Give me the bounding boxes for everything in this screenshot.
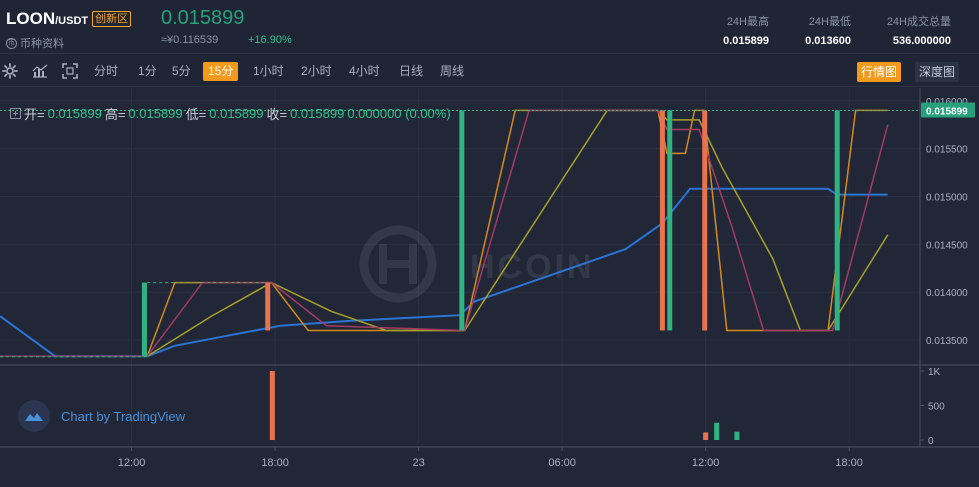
price-tick-label: 0.015500	[926, 145, 968, 156]
volume-tick-label: 1K	[928, 367, 941, 378]
interval-1h[interactable]: 1小时	[253, 64, 284, 78]
close-value: 0.015899	[290, 106, 345, 121]
interval-2h[interactable]: 2小时	[301, 64, 332, 78]
price-tick-label: 0.013500	[926, 336, 968, 347]
interval-5m[interactable]: 5分	[172, 64, 191, 78]
stat-24h-volume: 24H成交总量 536.000000	[887, 13, 951, 47]
ohlc-legend: 开= 0.015899 高= 0.015899 低= 0.015899 收= 0.015…	[10, 104, 454, 123]
low-label: 低=	[185, 107, 207, 122]
volume-tick-label: 0	[928, 436, 934, 447]
low-value: 0.015899	[209, 106, 264, 121]
cny-price: ≈¥0.116539	[161, 34, 219, 46]
candle-up	[667, 110, 673, 331]
ma-blue-line	[0, 187, 888, 358]
coin-info-link[interactable]: 币 币种资料	[6, 35, 64, 51]
legend-toggle-icon[interactable]	[10, 108, 21, 119]
ma-lines	[0, 109, 889, 358]
tab-depth-chart[interactable]: 深度图	[915, 62, 960, 82]
trading-pair[interactable]: LOON /USDT 创新区	[6, 9, 132, 29]
tradingview-logo-icon	[18, 400, 50, 432]
pair-base: LOON	[6, 9, 56, 28]
stat-label: 24H成交总量	[886, 16, 951, 28]
tab-market-chart[interactable]: 行情图	[857, 62, 902, 82]
interval-1m[interactable]: 1分	[138, 64, 157, 78]
time-tick-label: 18:00	[261, 457, 289, 469]
chart-toolbar: 分时 1分 5分 15分 1小时 2小时 4小时 日线 周线 行情图 深度图	[0, 54, 979, 87]
zone-badge: 创新区	[92, 11, 132, 27]
volume-bar	[703, 432, 709, 440]
time-tick-label: 06:00	[548, 457, 576, 469]
change-value: 0.000000 (0.00%)	[347, 106, 451, 121]
time-tick-label: 18:00	[835, 457, 863, 469]
price-tick-label: 0.014000	[926, 288, 968, 299]
fullscreen-icon[interactable]	[62, 63, 78, 79]
coin-icon: 币	[6, 37, 17, 49]
candle-down	[702, 110, 708, 331]
indicator-icon[interactable]	[32, 63, 48, 79]
open-value: 0.015899	[47, 106, 102, 121]
pair-quote: /USDT	[55, 15, 89, 27]
stat-label: 24H最高	[726, 16, 769, 28]
volume-tick-label: 500	[928, 402, 945, 413]
last-price: 0.015899	[161, 7, 245, 29]
interval-week[interactable]: 周线	[440, 64, 465, 78]
candle-up	[834, 110, 840, 331]
time-tick-label: 23	[412, 457, 424, 469]
stat-value: 0.013600	[805, 35, 851, 47]
current-price-badge	[921, 102, 975, 118]
price-change: +16.90%	[248, 34, 292, 46]
candle-down	[265, 282, 271, 331]
market-header: LOON /USDT 创新区 币 币种资料 0.015899 ≈¥0.11653…	[0, 0, 979, 54]
candles	[141, 110, 840, 357]
candle-up	[141, 282, 147, 357]
volume-bar	[269, 371, 275, 440]
ma-yellow-line	[0, 109, 889, 358]
price-tick-label: 0.016000	[926, 97, 968, 108]
high-value: 0.015899	[128, 106, 183, 121]
time-tick-label: 12:00	[118, 457, 146, 469]
stat-label: 24H最低	[808, 16, 851, 28]
close-label: 收=	[266, 107, 288, 122]
ma-orange-line	[0, 109, 888, 358]
time-tick-label: 12:00	[692, 457, 720, 469]
chart-area[interactable]	[0, 88, 979, 487]
volume-bar	[734, 431, 740, 440]
high-label: 高=	[104, 107, 126, 122]
interval-15m[interactable]: 15分	[203, 62, 239, 81]
stat-24h-high: 24H最高 0.015899	[723, 13, 769, 47]
candle-down	[659, 110, 665, 331]
volume-bars	[269, 371, 740, 440]
candle-up	[459, 110, 465, 331]
gear-icon[interactable]	[2, 63, 18, 79]
ma-magenta-line	[0, 109, 889, 358]
interval-day[interactable]: 日线	[399, 64, 424, 78]
price-tick-label: 0.015000	[926, 192, 968, 203]
stat-value: 536.000000	[892, 35, 951, 47]
price-tick-label: 0.014500	[926, 240, 968, 251]
volume-bar	[714, 422, 720, 440]
open-label: 开=	[24, 107, 45, 122]
tradingview-badge[interactable]: Chart by TradingView	[18, 400, 185, 432]
tradingview-label: Chart by TradingView	[61, 408, 186, 424]
current-price-label: 0.015899	[926, 106, 968, 117]
chart-axes: 0.016000 0.015500 0.015000 0.014500 0.014000…	[0, 88, 979, 469]
stat-24h-low: 24H最低 0.013600	[805, 13, 851, 47]
interval-timeshare[interactable]: 分时	[94, 64, 119, 78]
coin-info-label: 币种资料	[20, 38, 64, 50]
interval-4h[interactable]: 4小时	[349, 64, 380, 78]
stat-value: 0.015899	[723, 35, 769, 47]
